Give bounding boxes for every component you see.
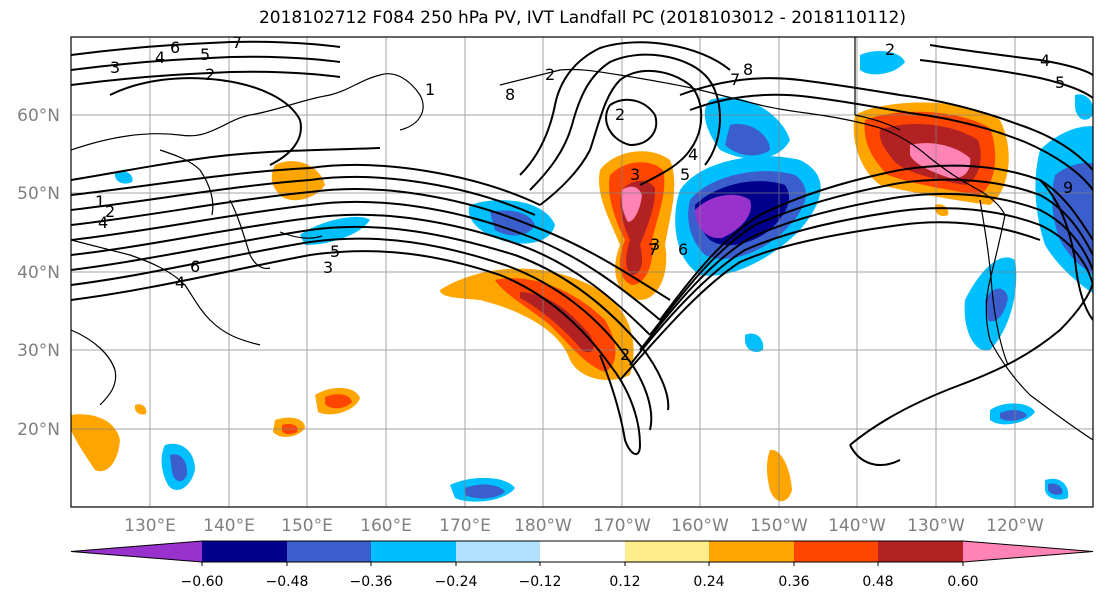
svg-text:7: 7	[730, 70, 740, 89]
svg-text:5: 5	[680, 165, 690, 184]
colorbar-tick: −0.24	[435, 574, 478, 590]
map-title: 2018102712 F084 250 hPa PV, IVT Landfall…	[258, 8, 906, 28]
svg-text:6: 6	[190, 257, 200, 276]
svg-text:120°W: 120°W	[986, 516, 1044, 536]
pv-contours	[71, 40, 1093, 466]
svg-text:6: 6	[170, 38, 180, 57]
colorbar-tick: 0.60	[947, 574, 978, 590]
svg-text:2: 2	[205, 65, 215, 84]
colorbar	[70, 540, 1094, 566]
svg-text:4: 4	[175, 273, 185, 292]
colorbar-segment	[456, 541, 540, 562]
colorbar-ticks: −0.60 −0.48 −0.36 −0.24 −0.12 0.12 0.24 …	[181, 574, 979, 590]
svg-text:1: 1	[95, 192, 105, 211]
svg-text:2: 2	[615, 105, 625, 124]
colorbar-segment	[202, 541, 287, 562]
svg-text:170°E: 170°E	[439, 516, 491, 536]
colorbar-tick: −0.36	[350, 574, 393, 590]
colorbar-segment	[794, 541, 878, 562]
svg-text:8: 8	[743, 60, 753, 79]
svg-text:4: 4	[1040, 51, 1050, 70]
svg-text:6: 6	[678, 240, 688, 259]
svg-text:5: 5	[200, 45, 210, 64]
colorbar-segment	[625, 541, 709, 562]
colorbar-tick: −0.48	[266, 574, 309, 590]
colorbar-tick: −0.12	[519, 574, 562, 590]
colorbar-segment	[371, 541, 456, 562]
colorbar-segment	[540, 541, 625, 562]
svg-text:7: 7	[232, 33, 242, 52]
svg-text:140°W: 140°W	[828, 516, 886, 536]
colorbar-tick: −0.60	[181, 574, 224, 590]
coastlines	[71, 37, 1093, 441]
lat-label-60n: 60°N	[17, 106, 60, 126]
svg-text:150°W: 150°W	[750, 516, 808, 536]
svg-text:3: 3	[323, 258, 333, 277]
svg-text:170°W: 170°W	[593, 516, 651, 536]
svg-text:4: 4	[155, 48, 165, 67]
svg-text:130°W: 130°W	[907, 516, 965, 536]
colorbar-segment	[71, 541, 202, 562]
svg-text:1: 1	[425, 80, 435, 99]
colorbar-tick: 0.36	[778, 574, 809, 590]
lat-label-50n: 50°N	[17, 184, 60, 204]
svg-text:140°E: 140°E	[203, 516, 255, 536]
longitude-labels: 130°E 140°E 150°E 160°E 170°E 180°W 170°…	[124, 516, 1044, 536]
latitude-labels: 60°N 50°N 40°N 30°N 20°N	[17, 106, 60, 440]
lat-label-40n: 40°N	[17, 263, 60, 283]
colorbar-segment	[287, 541, 371, 562]
colorbar-segment	[709, 541, 794, 562]
svg-text:160°W: 160°W	[671, 516, 729, 536]
svg-text:2: 2	[620, 345, 630, 364]
contour-labels: 3 4 6 5 7 2 8 1 2 4 5 3 6 4 3 2 8 7 2 3 …	[95, 33, 1073, 364]
svg-text:2: 2	[885, 40, 895, 59]
svg-text:150°E: 150°E	[281, 516, 333, 536]
svg-text:7: 7	[648, 240, 658, 259]
svg-text:2: 2	[545, 65, 555, 84]
colorbar-segment	[878, 541, 963, 562]
lat-label-30n: 30°N	[17, 341, 60, 361]
colorbar-tick: 0.48	[862, 574, 893, 590]
svg-text:3: 3	[650, 235, 660, 254]
colorbar-tick: 0.24	[693, 574, 724, 590]
svg-text:2: 2	[105, 202, 115, 221]
svg-text:130°E: 130°E	[124, 516, 176, 536]
svg-text:4: 4	[688, 145, 698, 164]
svg-text:160°E: 160°E	[360, 516, 412, 536]
map-frame	[70, 36, 1094, 508]
svg-text:180°W: 180°W	[514, 516, 572, 536]
pv-shading	[71, 50, 1093, 502]
colorbar-tick: 0.12	[609, 574, 640, 590]
svg-text:5: 5	[1055, 73, 1065, 92]
svg-text:5: 5	[330, 242, 340, 261]
svg-text:9: 9	[1063, 178, 1073, 197]
svg-text:4: 4	[98, 213, 108, 232]
lat-label-20n: 20°N	[17, 420, 60, 440]
svg-text:8: 8	[505, 85, 515, 104]
svg-text:3: 3	[110, 58, 120, 77]
colorbar-segment	[963, 541, 1093, 562]
svg-text:3: 3	[630, 165, 640, 184]
